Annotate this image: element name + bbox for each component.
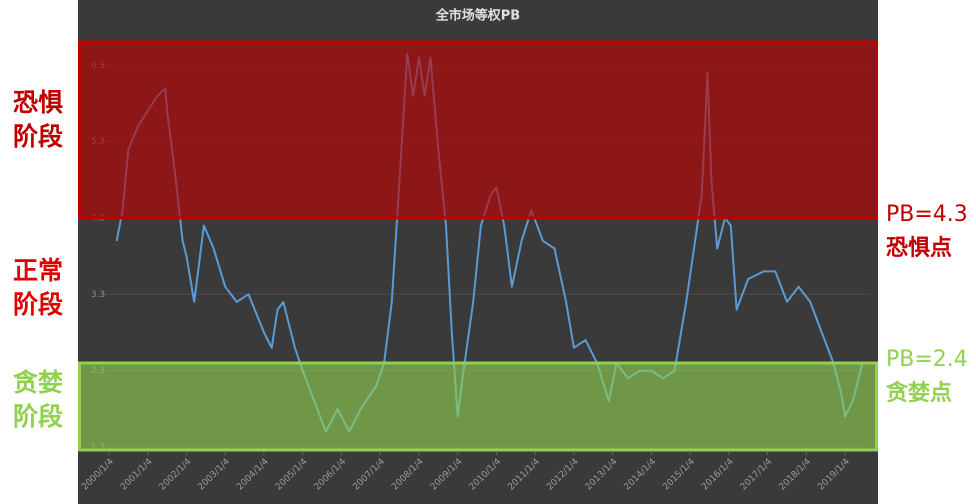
zone-band	[78, 40, 878, 220]
threshold-note: 贪婪点	[886, 380, 952, 406]
stage-label: 恐惧	[13, 88, 63, 117]
stage-label: 阶段	[13, 290, 63, 319]
stage-label: 阶段	[13, 122, 63, 151]
threshold-label: PB=4.3	[886, 202, 968, 227]
stage-label: 正常	[13, 256, 63, 285]
zone-band	[78, 361, 878, 452]
threshold-label: PB=2.4	[886, 347, 968, 372]
chart-title: 全市场等权PB	[435, 8, 520, 24]
data-line	[115, 52, 864, 433]
threshold-note: 恐惧点	[886, 235, 952, 261]
stage-label: 阶段	[13, 402, 63, 431]
stage-label: 贪婪	[13, 368, 63, 397]
y-tick-label: 3.3	[91, 290, 105, 300]
